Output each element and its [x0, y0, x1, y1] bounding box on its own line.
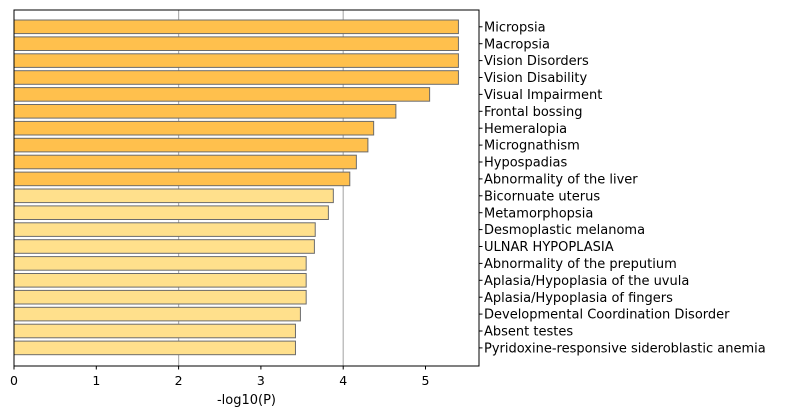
category-label: Abnormality of the preputium: [484, 257, 677, 272]
category-label: Visual Impairment: [484, 88, 602, 103]
bar: [13, 205, 329, 220]
category-label: Macropsia: [484, 37, 550, 52]
bar: [13, 104, 397, 119]
bar: [13, 19, 459, 35]
category-label: Micrognathism: [484, 139, 580, 154]
x-axis-ticks: 0 1 2 3 4 5: [10, 366, 429, 388]
bar: [13, 188, 334, 204]
category-labels: Micropsia Macropsia Vision Disorders Vision…: [479, 20, 766, 357]
grid-lines: [178, 10, 344, 366]
x-tick-label: 4: [339, 373, 347, 388]
bar: [13, 87, 431, 102]
category-label: Abnormality of the liver: [484, 173, 638, 188]
bars: [13, 19, 459, 356]
bar: [13, 154, 357, 170]
bar: [13, 222, 316, 237]
bar: [13, 70, 459, 85]
bar: [13, 239, 315, 254]
category-label: Aplasia/Hypoplasia of fingers: [484, 291, 673, 306]
bar: [13, 289, 307, 305]
category-label: Vision Disability: [484, 71, 587, 86]
bar: [13, 306, 301, 322]
category-label: Frontal bossing: [484, 105, 582, 120]
plot-frame: [13, 9, 480, 367]
category-label: ULNAR HYPOPLASIA: [484, 240, 614, 255]
category-label: Vision Disorders: [484, 54, 589, 69]
bar: [13, 120, 375, 136]
category-label: Micropsia: [484, 20, 546, 35]
category-label: Aplasia/Hypoplasia of the uvula: [484, 274, 689, 289]
category-label: Developmental Coordination Disorder: [484, 308, 730, 323]
bar: [13, 36, 459, 52]
bar: [13, 273, 307, 288]
category-label: Hypospadias: [484, 156, 567, 171]
category-label: Pyridoxine-responsive sideroblastic anem…: [484, 342, 766, 357]
x-tick-label: 2: [175, 373, 183, 388]
x-axis-label: -log10(P): [217, 393, 276, 408]
x-tick-label: 5: [422, 373, 430, 388]
bar: [13, 137, 369, 153]
category-label: Metamorphopsia: [484, 206, 593, 221]
bar: [13, 323, 296, 339]
category-label: Absent testes: [484, 325, 573, 340]
category-label: Bicornuate uterus: [484, 189, 600, 204]
x-tick-label: 1: [92, 373, 100, 388]
x-tick-label: 0: [10, 373, 18, 388]
category-label: Desmoplastic melanoma: [484, 223, 645, 238]
category-label: Hemeralopia: [484, 122, 567, 137]
x-tick-label: 3: [257, 373, 265, 388]
bar: [13, 53, 459, 68]
bar: [13, 171, 351, 187]
bar: [13, 256, 307, 271]
bar: [13, 340, 296, 356]
